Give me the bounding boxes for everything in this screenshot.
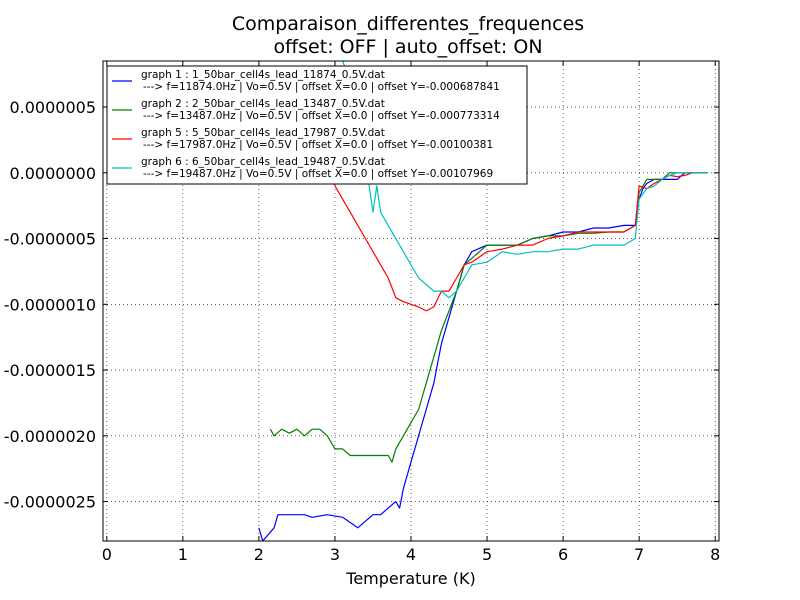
legend-detail-3: ---> f=17987.0Hz | Vo=0.5V | offset X=0.… <box>143 139 493 151</box>
legend-detail-4: ---> f=19487.0Hz | Vo=0.5V | offset X=0.… <box>143 168 493 180</box>
y-tick-label: -0.0000010 <box>4 295 96 314</box>
series-line-3 <box>326 159 708 312</box>
legend-entry-2: graph 2 : 2_50bar_cell4s_lead_13487_0.5V… <box>141 98 385 110</box>
x-tick-label: 6 <box>558 545 568 564</box>
y-tick-label: 0.0000005 <box>9 98 96 117</box>
y-tick-label: 0.0000000 <box>9 164 96 183</box>
series-line-1 <box>258 172 708 541</box>
x-tick-label: 5 <box>482 545 492 564</box>
x-tick-label: 1 <box>178 545 188 564</box>
x-tick-label: 2 <box>254 545 264 564</box>
legend-box <box>106 65 528 185</box>
y-tick-label: -0.0000025 <box>4 493 96 512</box>
legend-entry-4: graph 6 : 6_50bar_cell4s_lead_19487_0.5V… <box>141 156 385 168</box>
chart-subtitle: offset: OFF | auto_offset: ON <box>273 36 542 58</box>
plot-area <box>258 61 708 541</box>
y-tick-label: -0.0000005 <box>4 230 96 249</box>
y-tick-label: -0.0000020 <box>4 427 96 446</box>
legend-detail-2: ---> f=13487.0Hz | Vo=0.5V | offset X=0.… <box>143 110 500 122</box>
axes: 0 1 2 3 4 5 6 7 8 0.0000005 0.0000000 -0.0000005 -0.… <box>4 61 720 564</box>
x-tick-label: 8 <box>710 545 720 564</box>
x-tick-label: 4 <box>406 545 416 564</box>
chart-title: Comparaison_differentes_frequences <box>232 13 584 35</box>
legend-detail-1: ---> f=11874.0Hz | Vo=0.5V | offset X=0.… <box>143 81 500 93</box>
series-line-2 <box>269 172 708 463</box>
legend-entry-3: graph 5 : 5_50bar_cell4s_lead_17987_0.5V… <box>141 127 385 139</box>
x-tick-label: 3 <box>330 545 340 564</box>
legend: graph 1 : 1_50bar_cell4s_lead_11874_0.5V… <box>106 65 528 185</box>
legend-entry-1: graph 1 : 1_50bar_cell4s_lead_11874_0.5V… <box>141 69 385 81</box>
y-tick-label: -0.0000015 <box>4 361 96 380</box>
x-axis-label: Temperature (K) <box>345 569 475 588</box>
x-tick-label: 7 <box>634 545 644 564</box>
x-tick-label: 0 <box>102 545 112 564</box>
